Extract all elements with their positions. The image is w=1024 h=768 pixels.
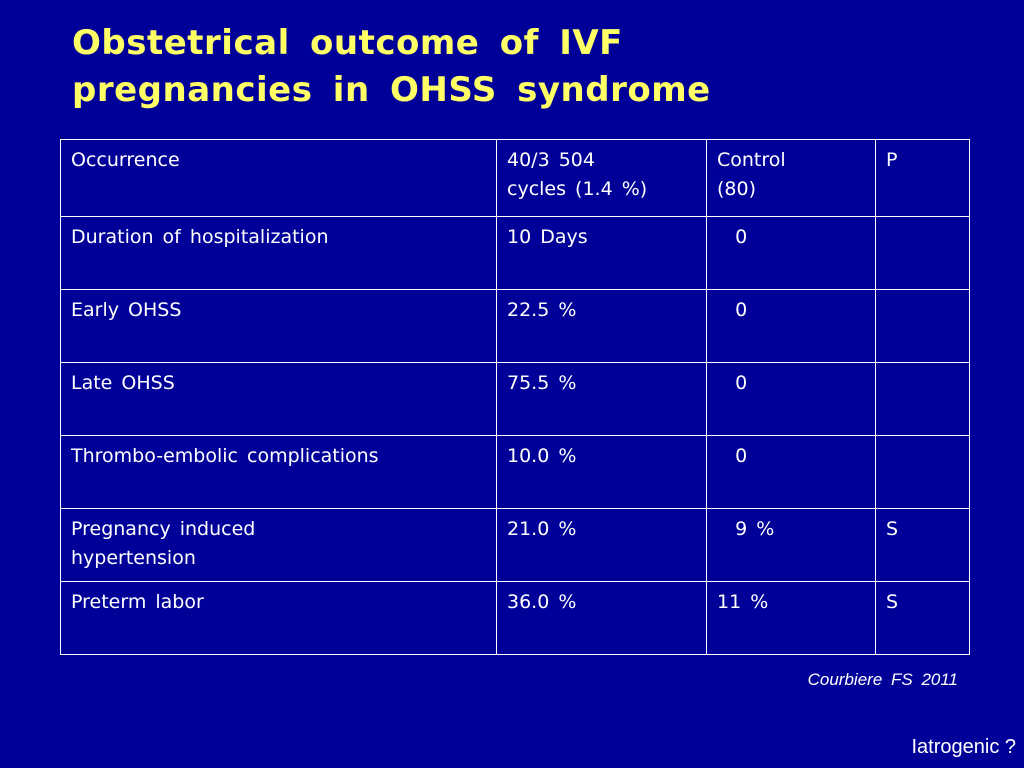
header-cell-control: Control (80)	[706, 139, 876, 217]
iatrogenic-note: Iatrogenic ?	[911, 736, 1016, 758]
row-ohss-value: 36.0 %	[496, 581, 707, 655]
row-label: Preterm labor	[60, 581, 497, 655]
header-cell-p: P	[875, 139, 970, 217]
table-row: Duration of hospitalization 10 Days 0	[60, 216, 970, 290]
row-p-value	[875, 216, 970, 290]
row-label: Early OHSS	[60, 289, 497, 363]
row-control-value: 0	[706, 289, 876, 363]
table-row: Early OHSS 22.5 % 0	[60, 289, 970, 363]
table-row: Thrombo-embolic complications 10.0 % 0	[60, 435, 970, 509]
slide-title-line-1: Obstetrical outcome of IVF	[72, 23, 623, 63]
row-ohss-value: 21.0 %	[496, 508, 707, 582]
slide-title-line-2: pregnancies in OHSS syndrome	[72, 70, 711, 110]
table-row: Late OHSS 75.5 % 0	[60, 362, 970, 436]
header-cell-occurrence: Occurrence	[60, 139, 497, 217]
row-p-value	[875, 289, 970, 363]
header-cell-cycles: 40/3 504 cycles (1.4 %)	[496, 139, 707, 217]
row-control-value: 9 %	[706, 508, 876, 582]
row-ohss-value: 75.5 %	[496, 362, 707, 436]
row-control-value: 0	[706, 362, 876, 436]
row-label: Late OHSS	[60, 362, 497, 436]
row-ohss-value: 10 Days	[496, 216, 707, 290]
outcome-table: Occurrence 40/3 504 cycles (1.4 %) Contr…	[60, 139, 970, 655]
row-control-value: 11 %	[706, 581, 876, 655]
table-row: Pregnancy induced hypertension 21.0 % 9 …	[60, 508, 970, 582]
table-header-row: Occurrence 40/3 504 cycles (1.4 %) Contr…	[60, 139, 970, 217]
row-ohss-value: 22.5 %	[496, 289, 707, 363]
citation: Courbiere FS 2011	[807, 670, 958, 689]
row-label: Pregnancy induced hypertension	[60, 508, 497, 582]
slide-title: Obstetrical outcome of IVF pregnancies i…	[72, 20, 711, 114]
row-control-value: 0	[706, 435, 876, 509]
row-p-value: S	[875, 508, 970, 582]
row-label: Duration of hospitalization	[60, 216, 497, 290]
row-p-value: S	[875, 581, 970, 655]
table-row: Preterm labor 36.0 % 11 % S	[60, 581, 970, 655]
row-p-value	[875, 362, 970, 436]
row-control-value: 0	[706, 216, 876, 290]
row-label: Thrombo-embolic complications	[60, 435, 497, 509]
row-ohss-value: 10.0 %	[496, 435, 707, 509]
row-p-value	[875, 435, 970, 509]
